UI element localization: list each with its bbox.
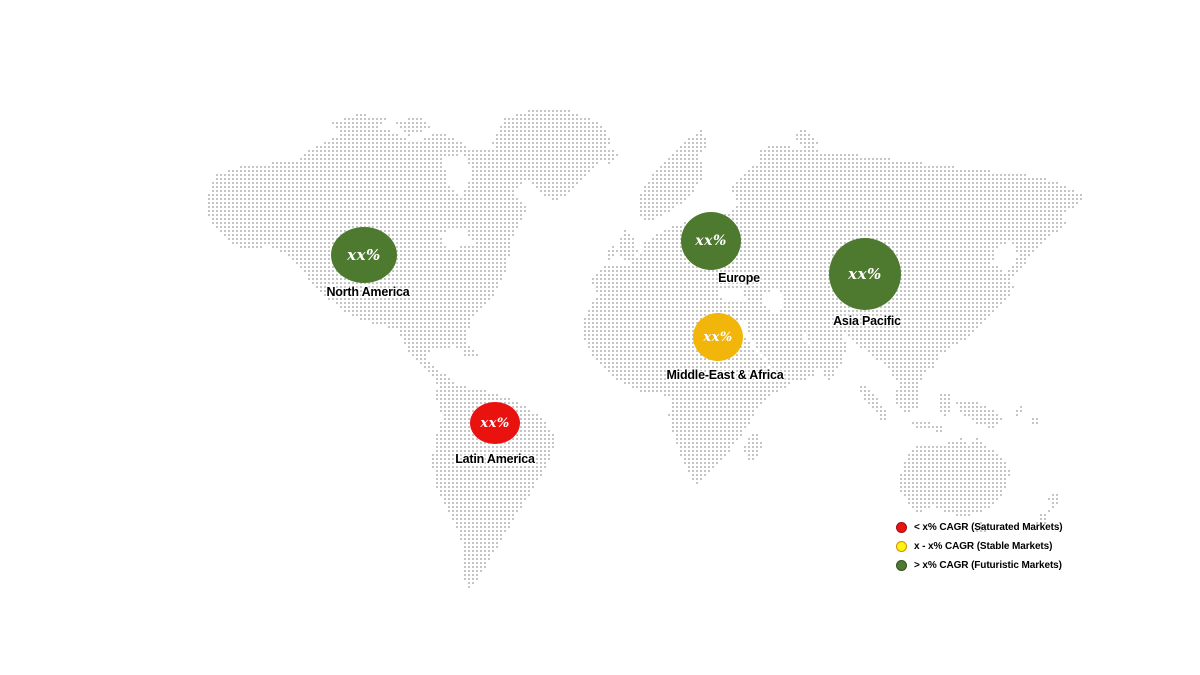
legend-item-futuristic: > x% CAGR (Futuristic Markets) bbox=[896, 560, 1063, 571]
legend-label: > x% CAGR (Futuristic Markets) bbox=[914, 560, 1062, 571]
legend-color-dot-yellow bbox=[896, 541, 907, 552]
legend-color-dot-red bbox=[896, 522, 907, 533]
region-bubble-middle-east-africa: xx% bbox=[693, 313, 743, 361]
cagr-legend: < x% CAGR (Saturated Markets) x - x% CAG… bbox=[896, 522, 1063, 571]
region-bubble-latin-america: xx% bbox=[470, 402, 520, 444]
region-bubble-asia-pacific: xx% bbox=[829, 238, 901, 310]
region-value: xx% bbox=[347, 245, 381, 264]
region-label-north-america: North America bbox=[326, 285, 410, 299]
region-label-europe: Europe bbox=[718, 271, 760, 285]
region-label-latin-america: Latin America bbox=[455, 452, 535, 466]
legend-label: x - x% CAGR (Stable Markets) bbox=[914, 541, 1053, 552]
legend-label: < x% CAGR (Saturated Markets) bbox=[914, 522, 1063, 533]
region-value: xx% bbox=[695, 233, 727, 249]
region-bubble-north-america: xx% bbox=[331, 227, 397, 283]
legend-item-stable: x - x% CAGR (Stable Markets) bbox=[896, 541, 1063, 552]
region-label-asia-pacific: Asia Pacific bbox=[833, 314, 901, 328]
region-value: xx% bbox=[848, 264, 882, 283]
region-value: xx% bbox=[480, 415, 510, 431]
region-label-middle-east-africa: Middle-East & Africa bbox=[666, 368, 784, 382]
region-value: xx% bbox=[703, 329, 733, 345]
region-bubble-europe: xx% bbox=[681, 212, 741, 270]
legend-color-dot-green bbox=[896, 560, 907, 571]
legend-item-saturated: < x% CAGR (Saturated Markets) bbox=[896, 522, 1063, 533]
